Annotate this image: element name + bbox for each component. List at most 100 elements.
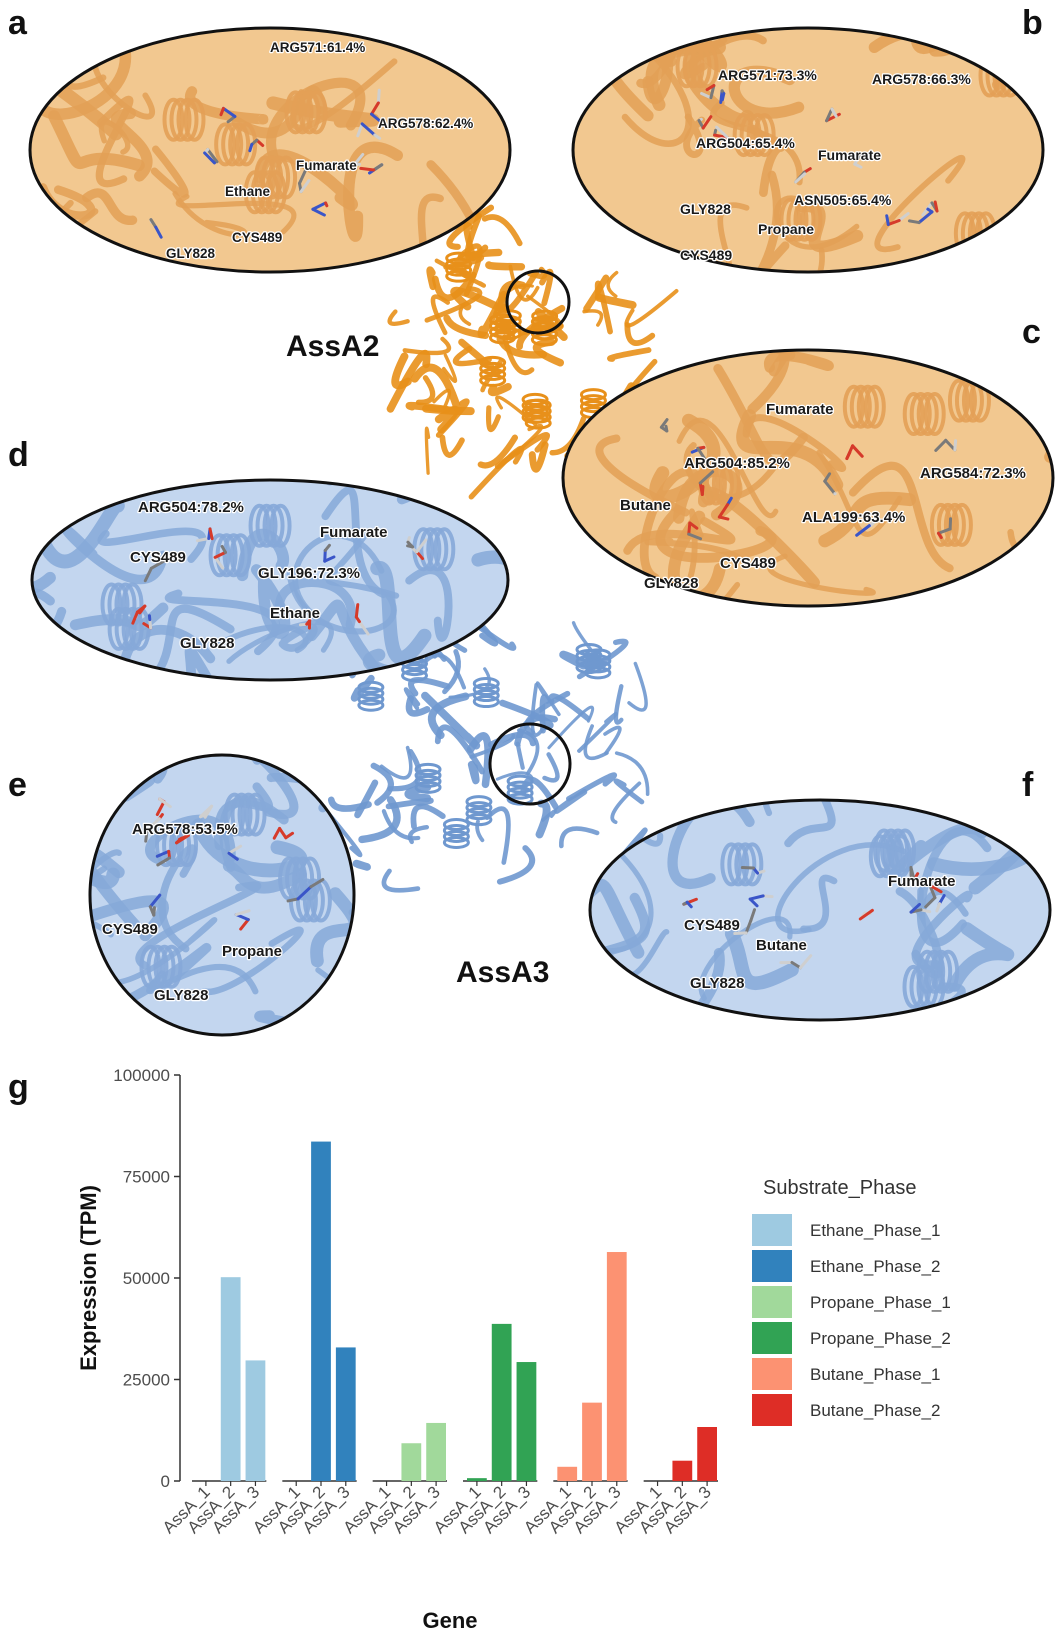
ribbon-strand — [676, 417, 779, 518]
residue-stick — [135, 604, 147, 614]
panel-letter-d: d — [8, 436, 29, 474]
residue-stick — [415, 538, 428, 554]
protein-ribbon — [431, 271, 477, 302]
residue-stick — [149, 218, 158, 229]
residue-stick — [857, 155, 867, 159]
helix-turn — [433, 527, 456, 572]
helix-turn — [248, 503, 271, 548]
protein-helix — [465, 813, 493, 827]
y-tick-label: 25000 — [123, 1371, 170, 1390]
protein-ribbon — [354, 779, 379, 819]
residue-stick — [720, 92, 726, 102]
residue-label: CYS489 — [130, 549, 186, 566]
protein-helix — [357, 692, 385, 706]
panel-a-outline — [28, 26, 512, 274]
ribbon-strand — [768, 350, 849, 377]
helix-turn — [950, 502, 973, 547]
residue-stick — [944, 438, 957, 452]
ribbon-strand — [848, 461, 954, 573]
protein-ribbon — [467, 760, 480, 785]
ribbon-strand — [784, 800, 836, 848]
protein-helix — [465, 795, 493, 809]
substrate-label: Ethane — [270, 605, 320, 622]
residue-label: CYS489 — [102, 921, 158, 938]
residue-stick — [155, 800, 166, 817]
bar-Butane_Phase_1-AssA_2 — [582, 1402, 602, 1481]
residue-stick — [685, 900, 693, 909]
residue-label: ARG504:78.2% — [138, 499, 244, 516]
helix-turn — [269, 503, 292, 548]
protein-ribbon — [410, 803, 446, 830]
residue-stick — [296, 885, 313, 901]
protein-helix — [357, 698, 385, 712]
protein-ribbon — [379, 745, 413, 780]
protein-ribbon — [613, 778, 645, 805]
helix-turn — [916, 949, 939, 994]
protein-ribbon — [547, 705, 595, 750]
ribbon-strand — [713, 363, 808, 467]
ribbon-strand — [106, 943, 212, 1012]
helix-turn — [139, 944, 162, 989]
protein-ribbon — [549, 415, 587, 456]
protein-helix — [442, 823, 470, 837]
protein-helix — [479, 355, 507, 369]
protein-ribbon — [610, 781, 642, 825]
protein-helix — [584, 666, 612, 680]
residue-stick — [687, 521, 692, 536]
helix-turn — [229, 533, 252, 578]
residue-label: ARG578:53.5% — [132, 821, 238, 838]
helix-turn — [146, 944, 169, 989]
helix-turn — [786, 197, 809, 242]
helix-turn — [183, 97, 206, 142]
ribbon-strand — [191, 818, 308, 878]
helix-turn — [682, 44, 705, 89]
protein-ribbon — [496, 845, 536, 885]
helix-turn — [930, 949, 953, 994]
residue-stick — [798, 954, 813, 970]
residue-stick — [370, 101, 380, 116]
residue-stick — [897, 212, 910, 222]
legend-label: Butane_Phase_2 — [810, 1401, 940, 1420]
helix-turn — [753, 113, 776, 158]
protein-ribbon — [539, 694, 551, 734]
residue-stick — [909, 902, 921, 914]
ribbon-strand — [683, 113, 706, 158]
residue-stick — [324, 201, 329, 208]
residue-stick — [175, 836, 183, 845]
legend-swatch — [752, 1394, 792, 1426]
residue-label: CYS489 — [684, 917, 740, 934]
protein-ribbon — [627, 661, 648, 712]
residue-label: ASN505:65.4% — [794, 192, 892, 208]
helix-turn — [208, 533, 231, 578]
residue-stick — [794, 172, 807, 184]
residue-stick — [286, 897, 300, 903]
protein-ribbon — [535, 799, 551, 839]
ribbon-strand — [147, 604, 235, 680]
ribbon-strand — [590, 849, 654, 954]
residue-label: ALA199:63.4% — [802, 509, 905, 526]
residue-stick — [701, 115, 713, 130]
panel-letter-c: c — [1022, 313, 1041, 351]
residue-stick — [928, 883, 943, 894]
bar-Butane_Phase_2-AssA_2 — [672, 1460, 693, 1481]
residue-stick — [936, 531, 943, 540]
residue-stick — [272, 826, 282, 840]
helix-turn — [936, 502, 959, 547]
helix-turn — [923, 391, 946, 436]
protein-ribbon — [352, 859, 371, 871]
residue-stick — [323, 543, 331, 552]
ribbon-strand — [32, 531, 56, 596]
ribbon-strand — [728, 65, 805, 119]
protein-helix — [401, 669, 429, 683]
residue-label: CYS489 — [680, 247, 732, 263]
protein-helix — [465, 807, 493, 821]
panel-letter-b: b — [1022, 4, 1043, 42]
protein-ribbon — [534, 308, 568, 342]
protein-helix — [479, 373, 507, 387]
residue-stick — [924, 896, 937, 909]
residue-stick — [359, 166, 376, 172]
residue-stick — [297, 169, 307, 185]
residue-stick — [936, 527, 952, 535]
ribbon-strand — [724, 926, 799, 991]
